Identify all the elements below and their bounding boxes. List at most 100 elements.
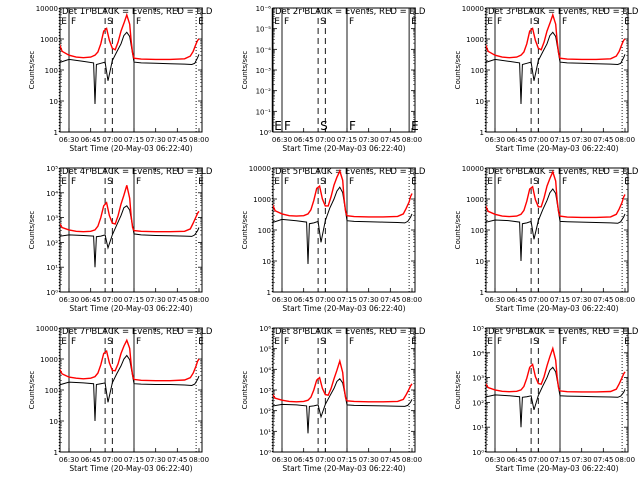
y-tick-label: 100	[471, 67, 484, 75]
lld-series-line	[486, 169, 626, 219]
y-tick-label: 100	[258, 227, 271, 235]
y-tick-label: 100	[471, 227, 484, 235]
marker-label: F	[349, 177, 354, 187]
x-axis-label: Start Time (20-May-03 06:22:40)	[282, 464, 405, 473]
panel-1: Det 1r BLACK = Events, RED = LLD 1 10 100 10…	[28, 5, 213, 153]
plot-frame	[485, 167, 629, 293]
x-tick-label: 07:45	[380, 136, 400, 144]
y-tick-label: 10²	[259, 408, 271, 416]
y-tick-label: 10⁵	[472, 325, 484, 333]
marker-label: F	[562, 17, 567, 27]
marker-label: F	[136, 177, 141, 187]
panel-4: Det 4r BLACK = Events, RED = LLD 10⁰ 10¹ 10…	[28, 165, 213, 313]
panel-title: Det 7r BLACK = Events, RED = LLD	[62, 327, 213, 337]
panel-8: Det 8r BLACK = Events, RED = LLD 10⁰ 10¹ 10…	[241, 325, 426, 473]
y-tick-label: 10	[262, 258, 271, 266]
events-series-line	[486, 366, 626, 428]
marker-label: S	[107, 337, 113, 347]
x-tick-label: 07:45	[380, 296, 400, 304]
y-tick-label: 10000	[249, 165, 271, 173]
x-tick-label: 07:15	[124, 296, 144, 304]
x-tick-label: 06:30	[485, 456, 505, 464]
x-tick-label: 06:45	[507, 296, 527, 304]
marker-label: S	[320, 177, 326, 187]
x-tick-label: 06:45	[81, 136, 101, 144]
x-tick-label: 07:00	[102, 296, 122, 304]
x-tick-label: 07:30	[572, 456, 592, 464]
y-tick-label: 10³	[46, 215, 58, 223]
y-tick-label: 1000	[466, 196, 484, 204]
y-tick-label: 1	[480, 289, 484, 297]
marker-label: S	[533, 337, 539, 347]
x-tick-label: 07:30	[572, 296, 592, 304]
y-tick-label: 10³	[472, 375, 484, 383]
x-tick-label: 08:00	[615, 296, 635, 304]
x-tick-label: 07:45	[593, 296, 613, 304]
y-axis-label: Counts/sec	[28, 51, 36, 90]
x-tick-label: 07:00	[315, 456, 335, 464]
marker-label: E	[274, 177, 280, 187]
y-axis-label: Counts/sec	[454, 211, 462, 250]
y-axis-label: Counts/sec	[241, 371, 249, 410]
marker-label: F	[349, 17, 354, 27]
x-tick-label: 08:00	[402, 456, 422, 464]
x-tick-label: 06:45	[507, 456, 527, 464]
y-tick-label: 10⁴	[259, 366, 271, 374]
panel-title: Det 5r BLACK = Events, RED = LLD	[275, 167, 426, 177]
events-series-line	[60, 354, 200, 422]
x-tick-label: 08:00	[402, 136, 422, 144]
events-series-line	[60, 205, 200, 268]
panel-5: Det 5r BLACK = Events, RED = LLD 1 10 100 10…	[241, 165, 426, 313]
marker-label: F	[71, 337, 76, 347]
events-series-line	[486, 188, 626, 262]
y-tick-label: 10⁻²	[256, 88, 272, 96]
y-tick-label: 10¹	[259, 428, 271, 436]
x-tick-label: 07:15	[124, 136, 144, 144]
x-tick-label: 08:00	[402, 296, 422, 304]
x-tick-label: 07:45	[167, 456, 187, 464]
y-tick-label: 1000	[253, 196, 271, 204]
marker-label: F	[349, 337, 354, 347]
x-tick-label: 07:15	[550, 136, 570, 144]
y-tick-label: 10	[475, 98, 484, 106]
events-series-line	[486, 31, 626, 105]
x-tick-label: 07:15	[124, 456, 144, 464]
x-axis-label: Start Time (20-May-03 06:22:40)	[69, 304, 192, 313]
marker-label: F	[497, 337, 502, 347]
plot-frame	[485, 7, 629, 133]
x-tick-label: 06:30	[59, 456, 79, 464]
panel-title: Det 4r BLACK = Events, RED = LLD	[62, 167, 213, 177]
y-tick-label: 10⁵	[259, 346, 271, 354]
panel-9: Det 9r BLACK = Events, RED = LLD 10⁰ 10¹ 10…	[454, 325, 639, 473]
y-tick-label: 1000	[40, 36, 58, 44]
x-tick-label: 07:30	[572, 136, 592, 144]
marker-label: E	[411, 337, 417, 347]
x-tick-label: 07:15	[337, 136, 357, 144]
x-tick-label: 08:00	[189, 296, 209, 304]
x-axis-label: Start Time (20-May-03 06:22:40)	[495, 304, 618, 313]
x-tick-label: 07:00	[315, 136, 335, 144]
x-tick-label: 06:30	[59, 296, 79, 304]
x-tick-label: 07:30	[146, 136, 166, 144]
y-tick-label: 100	[45, 67, 58, 75]
marker-label: E	[411, 17, 417, 27]
y-tick-label: 10000	[36, 5, 58, 13]
marker-label: E	[274, 337, 280, 347]
y-tick-label: 10⁻⁶	[256, 5, 272, 13]
marker-label: E	[274, 17, 280, 27]
events-series-line	[60, 31, 200, 105]
x-tick-label: 07:45	[593, 456, 613, 464]
y-tick-label: 1000	[466, 36, 484, 44]
marker-label: S	[107, 17, 113, 27]
panel-title: Det 2r BLACK = Events, RED = LLD	[275, 7, 426, 17]
x-tick-label: 08:00	[615, 456, 635, 464]
lld-series-line	[273, 169, 413, 218]
marker-label: S	[107, 177, 113, 187]
x-tick-label: 06:30	[59, 136, 79, 144]
y-tick-label: 100	[45, 387, 58, 395]
marker-label: E	[61, 337, 67, 347]
marker-label: S	[533, 177, 539, 187]
x-tick-label: 06:30	[272, 136, 292, 144]
plot-frame	[272, 7, 416, 133]
lld-series-line	[486, 345, 626, 393]
